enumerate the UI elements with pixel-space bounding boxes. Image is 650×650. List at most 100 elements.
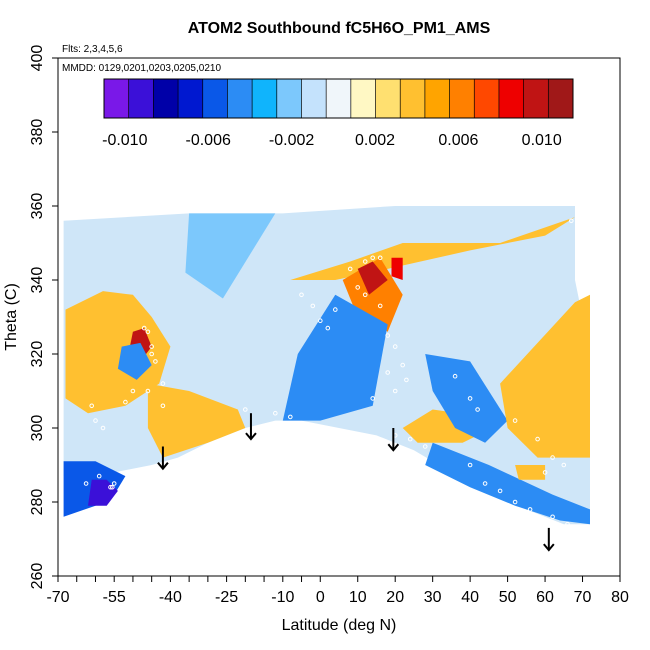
profile-point [347, 266, 353, 272]
colorbar-segment [474, 79, 500, 118]
profile-point [362, 259, 368, 264]
colorbar-segment [548, 79, 574, 118]
profile-point [370, 255, 376, 261]
profile-point [452, 373, 458, 379]
profile-point [550, 455, 555, 460]
profile-point [243, 407, 248, 412]
profile-point [96, 473, 102, 479]
x-tick-label: -25 [215, 589, 238, 606]
colorbar-tick-label: 0.002 [355, 132, 395, 149]
profile-point [273, 410, 278, 416]
x-tick-label: 50 [499, 589, 517, 606]
profile-point [333, 307, 338, 312]
profile-point [482, 481, 488, 486]
profile-point [467, 396, 473, 401]
colorbar-tick-label: -0.006 [186, 132, 231, 149]
field-region-6 [147, 383, 246, 458]
x-tick-label: 0 [316, 589, 325, 606]
profile-point [123, 399, 128, 405]
profile-point [362, 292, 368, 298]
colorbar-segment [104, 79, 130, 118]
profile-point [527, 507, 533, 512]
profile-point [130, 388, 136, 394]
field-layer [63, 206, 591, 525]
colorbar-tick-label: -0.010 [102, 132, 147, 149]
x-tick-label: 10 [349, 589, 367, 606]
plot-frame [57, 57, 621, 577]
colorbar-segment [326, 79, 352, 118]
field-region-10 [357, 261, 388, 295]
profile-point [110, 484, 115, 490]
field-region-16 [425, 442, 590, 525]
profile-point [422, 444, 428, 449]
profile-point [355, 285, 361, 290]
field-region-3 [65, 291, 171, 414]
field-region-15 [500, 294, 590, 458]
profile-point [542, 470, 548, 475]
profile-point [325, 325, 331, 331]
x-axis: -70 -55 -40 -25 -10 0 10 20 30 40 50 60 70 80 [46, 576, 629, 606]
colorbar-tick-label: -0.002 [269, 132, 314, 149]
y-tick-label: 360 [29, 193, 46, 220]
profile-point [569, 218, 574, 224]
colorbar-segment [252, 79, 278, 118]
colorbar-segment [350, 79, 376, 118]
y-axis: 260 280 300 320 340 360 380 400 [29, 45, 58, 590]
profile-point [111, 481, 117, 486]
profile-point [149, 351, 154, 357]
colorbar-segment [128, 79, 154, 118]
arrows-layer [157, 413, 555, 552]
field-region-5 [117, 342, 152, 380]
y-tick-label: 340 [29, 267, 46, 294]
profile-point [550, 514, 555, 520]
profile-point [385, 333, 391, 338]
arrow-marker [543, 527, 555, 552]
profile-point [404, 377, 409, 383]
profile-point [288, 414, 293, 420]
colorbar-segment [178, 79, 204, 118]
colorbar-segment [153, 79, 179, 118]
profile-point [565, 521, 570, 527]
colorbar-segment [301, 79, 327, 118]
colorbar-frame [103, 78, 574, 119]
y-tick-label: 280 [29, 489, 46, 516]
y-tick-label: 260 [29, 563, 46, 590]
profile-point [310, 303, 316, 309]
y-axis-label: Theta (C) [3, 283, 20, 351]
x-tick-label: -55 [103, 589, 126, 606]
profile-point [153, 359, 158, 364]
profile-point [497, 488, 503, 494]
profile-point [377, 255, 383, 261]
profile-point [145, 388, 151, 394]
profile-point [407, 436, 413, 442]
profile-point [160, 381, 166, 386]
profile-point [475, 407, 480, 412]
field-region-7 [185, 213, 276, 299]
profile-point [100, 425, 106, 431]
profile-point [149, 344, 154, 349]
profile-point [93, 418, 98, 423]
profile-point [89, 403, 94, 409]
profile-point [377, 303, 383, 309]
profile-point [160, 403, 166, 409]
colorbar-segment [523, 79, 549, 118]
profile-points-layer [83, 218, 585, 531]
x-tick-label: -10 [271, 589, 294, 606]
profile-point [318, 318, 323, 324]
chart-title: ATOM2 Southbound fC5H6O_PM1_AMS [188, 20, 491, 37]
field-region-14 [425, 354, 508, 443]
profile-point [512, 499, 518, 505]
y-tick-label: 300 [29, 415, 46, 442]
x-axis-label: Latitude (deg N) [282, 617, 397, 634]
x-tick-label: -70 [46, 589, 69, 606]
profile-point [145, 329, 151, 335]
colorbar-segment [375, 79, 401, 118]
profile-point [370, 396, 376, 401]
flights-note: Flts: 2,3,4,5,6 [62, 44, 123, 55]
profile-point [400, 362, 406, 368]
x-tick-label: 40 [461, 589, 479, 606]
y-tick-label: 400 [29, 45, 46, 72]
profile-point [467, 462, 473, 468]
arrow-marker [245, 413, 257, 441]
